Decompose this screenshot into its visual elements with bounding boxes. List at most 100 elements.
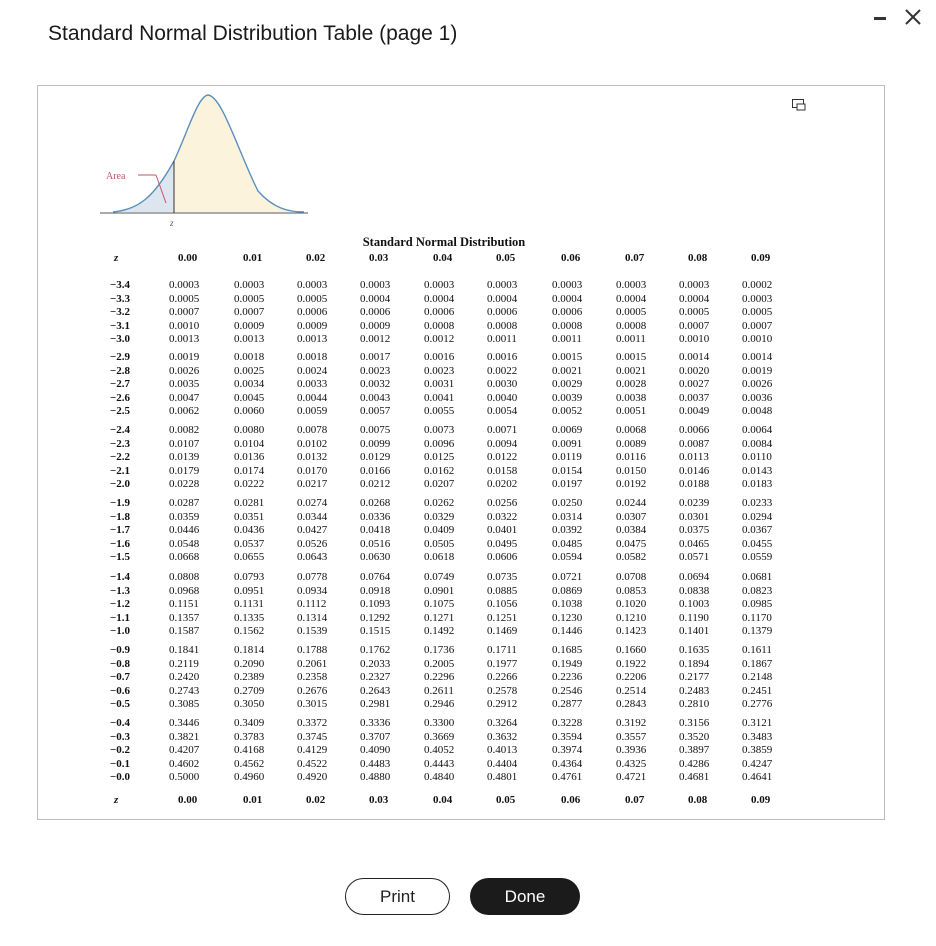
table-cell: 0.3121 [742,717,773,729]
table-cell: 0.0010 [679,333,710,345]
table-cell: 0.3446 [169,717,200,729]
table-cell: 0.2843 [616,698,647,710]
table-cell: 0.1446 [552,625,583,637]
column-header: 0.09 [751,252,771,264]
table-cell: 0.1611 [742,644,772,656]
table-cell: 0.1685 [552,644,583,656]
table-cell: 0.0051 [616,405,647,417]
table-cell: 0.0129 [360,451,391,463]
print-button[interactable]: Print [345,878,450,915]
table-cell: 0.2005 [424,657,455,670]
table-cell: 0.0016 [487,351,518,363]
table-cell: 0.0281 [234,497,265,509]
table-cell: 0.0749 [424,571,455,583]
table-cell: 0.3336 [360,717,391,729]
table-cell: 0.0655 [234,551,265,563]
table-cell: 0.0307 [616,510,647,523]
table-cell: 0.0005 [616,306,647,318]
table-cell: 0.0392 [552,524,583,536]
table-cell: 0.0838 [679,584,710,597]
close-icon[interactable] [902,6,924,28]
table-cell: 0.4562 [234,757,265,770]
table-cell: 0.4761 [552,771,583,783]
table-cell: 0.0043 [360,391,391,404]
z-value: −0.6 [110,684,131,697]
table-cell: 0.4325 [616,757,647,770]
table-cell: 0.3015 [297,698,328,710]
table-cell: 0.0007 [169,306,200,318]
table-cell: 0.0401 [487,524,518,536]
table-cell: 0.0078 [297,424,328,436]
table-cell: 0.0694 [679,571,710,583]
done-button[interactable]: Done [470,878,580,915]
table-cell: 0.0681 [742,571,773,583]
table-cell: 0.0116 [616,451,646,463]
table-cell: 0.0017 [360,351,391,363]
table-cell: 0.1314 [297,611,328,624]
table-cell: 0.0028 [616,378,647,390]
table-cell: 0.0559 [742,551,773,563]
table-cell: 0.4129 [297,744,328,756]
table-cell: 0.1711 [487,644,517,656]
table-cell: 0.1788 [297,644,328,656]
z-value: −2.7 [110,378,131,390]
column-footer: 0.08 [688,794,708,806]
table-cell: 0.0006 [424,306,455,318]
table-cell: 0.4168 [234,744,265,756]
column-footer: 0.00 [178,794,198,806]
table-cell: 0.0012 [424,333,455,345]
table-title: Standard Normal Distribution [362,235,526,249]
table-cell: 0.0004 [487,292,518,305]
table-cell: 0.0055 [424,405,455,417]
table-cell: 0.0162 [424,464,455,477]
table-cell: 0.3520 [679,730,710,743]
table-cell: 0.2358 [297,671,328,683]
table-cell: 0.3783 [234,730,265,743]
table-cell: 0.0158 [487,464,518,477]
table-cell: 0.2912 [487,698,518,710]
table-cell: 0.2148 [742,671,773,683]
table-cell: 0.0778 [297,571,328,583]
table-cell: 0.1170 [742,611,772,624]
table-cell: 0.1977 [487,657,518,670]
expand-icon[interactable] [792,99,806,111]
table-cell: 0.1660 [616,644,647,656]
table-cell: 0.0344 [297,510,328,523]
table-cell: 0.1469 [487,625,518,637]
table-cell: 0.4880 [360,771,391,783]
column-footer: 0.07 [625,794,645,806]
table-cell: 0.0136 [234,451,265,463]
table-cell: 0.1020 [616,598,647,610]
table-cell: 0.0005 [234,292,265,305]
minimize-icon[interactable] [869,6,891,28]
table-cell: 0.0885 [487,584,518,597]
table-cell: 0.0003 [297,279,328,291]
column-footer: 0.09 [751,794,771,806]
z-value: −2.5 [110,405,131,417]
table-cell: 0.0062 [169,405,200,417]
table-cell: 0.3409 [234,717,265,729]
table-cell: 0.2643 [360,684,391,697]
table-cell: 0.0154 [552,464,583,477]
table-cell: 0.0418 [360,524,391,536]
column-header: 0.04 [433,252,453,264]
table-cell: 0.2546 [552,684,583,697]
table-cell: 0.0268 [360,497,391,509]
table-cell: 0.3897 [679,744,710,756]
table-cell: 0.0244 [616,497,647,509]
table-cell: 0.0010 [169,319,200,332]
z-marker-label: z [169,218,174,228]
table-cell: 0.1151 [169,598,199,610]
table-cell: 0.0008 [424,319,455,332]
table-cell: 0.0618 [424,551,455,563]
table-cell: 0.0808 [169,571,200,583]
table-cell: 0.0526 [297,537,328,550]
table-cell: 0.1492 [424,625,455,637]
table-cell: 0.0823 [742,584,773,597]
table-cell: 0.0047 [169,391,200,404]
table-cell: 0.0068 [616,424,647,436]
table-cell: 0.0011 [616,333,646,345]
table-cell: 0.1587 [169,625,200,637]
table-cell: 0.0985 [742,598,773,610]
table-cell: 0.0099 [360,437,391,450]
